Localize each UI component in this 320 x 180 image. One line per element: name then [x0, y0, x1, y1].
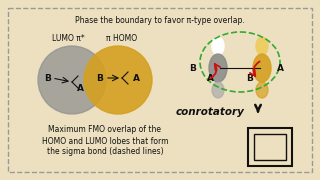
Text: B: B: [44, 73, 52, 82]
Text: π HOMO: π HOMO: [107, 33, 138, 42]
Text: A: A: [206, 73, 213, 82]
Ellipse shape: [212, 37, 224, 55]
Text: A: A: [76, 84, 84, 93]
Text: LUMO π*: LUMO π*: [52, 33, 84, 42]
Text: conrotatory: conrotatory: [176, 107, 244, 117]
Ellipse shape: [256, 82, 268, 98]
Text: HOMO and LUMO lobes that form: HOMO and LUMO lobes that form: [42, 136, 168, 145]
Ellipse shape: [253, 54, 271, 82]
Text: A: A: [132, 73, 140, 82]
Text: Phase the boundary to favor π-type overlap.: Phase the boundary to favor π-type overl…: [75, 15, 245, 24]
Ellipse shape: [209, 54, 227, 82]
Text: B: B: [97, 73, 103, 82]
Text: A: A: [276, 64, 284, 73]
Text: B: B: [247, 73, 253, 82]
Text: B: B: [189, 64, 196, 73]
Text: the sigma bond (dashed lines): the sigma bond (dashed lines): [47, 147, 163, 156]
Ellipse shape: [212, 82, 224, 98]
Ellipse shape: [256, 37, 268, 55]
Text: Maximum FMO overlap of the: Maximum FMO overlap of the: [49, 125, 162, 134]
Circle shape: [38, 46, 106, 114]
Circle shape: [84, 46, 152, 114]
